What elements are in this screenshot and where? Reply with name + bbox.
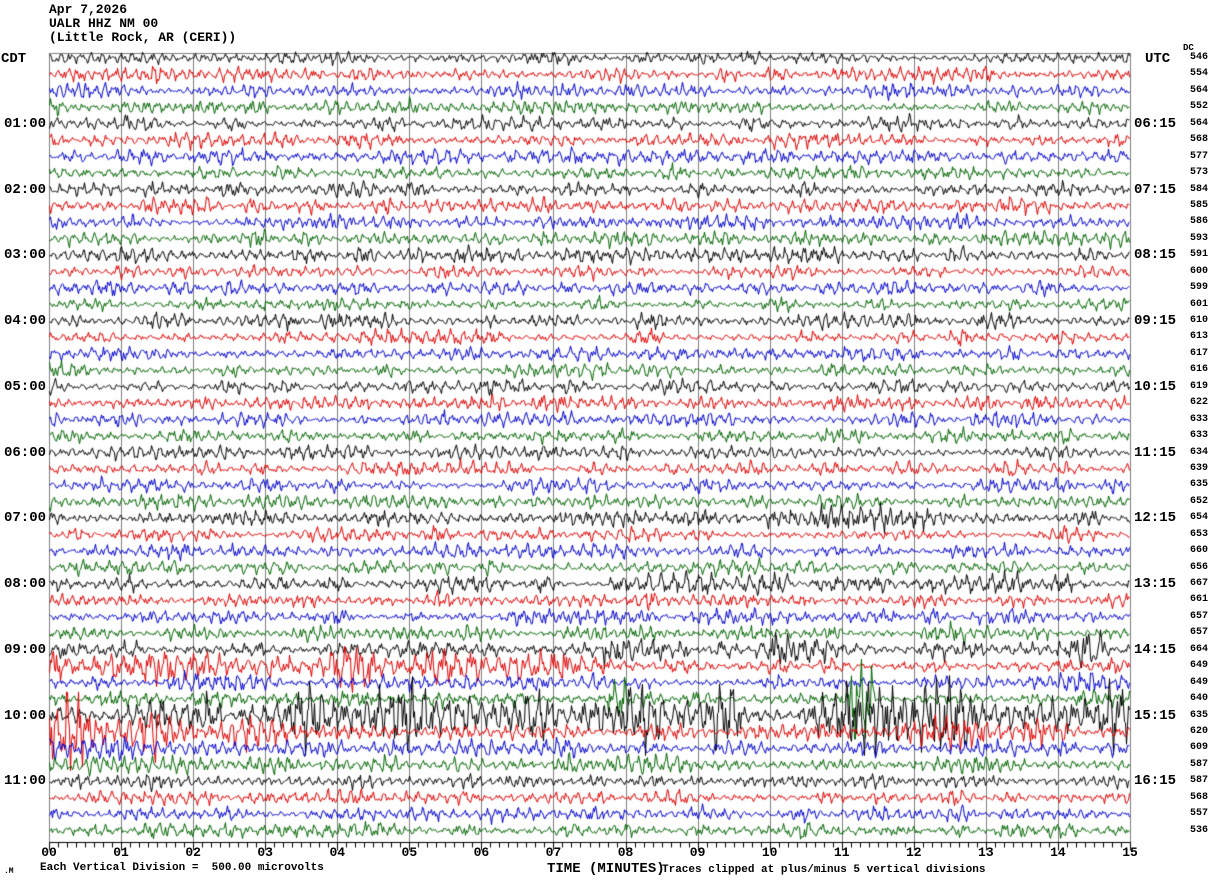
- dc-offset-value: 639: [1189, 462, 1208, 474]
- dc-offset-value: 573: [1189, 167, 1208, 179]
- dc-offset-value: 554: [1189, 68, 1208, 80]
- minute-tick-label: 08: [617, 845, 634, 860]
- dc-offset-value: 587: [1189, 775, 1208, 787]
- minute-tick-label: 01: [113, 845, 129, 860]
- right-hour-label: 12:15: [1134, 510, 1177, 527]
- left-hour-label: 07:00: [3, 510, 46, 527]
- dc-offset-value: 653: [1189, 528, 1208, 540]
- dc-offset-value: 564: [1189, 117, 1208, 129]
- dc-offset-value: 652: [1189, 495, 1208, 507]
- minute-tick-label: 07: [545, 845, 562, 860]
- dc-offset-value: 635: [1189, 479, 1208, 491]
- dc-offset-value: 599: [1189, 282, 1208, 294]
- scale-mark: .M: [4, 867, 14, 876]
- minute-tick-label: 02: [185, 845, 201, 860]
- left-hour-label: 05:00: [3, 378, 46, 395]
- dc-offset-value: 600: [1189, 265, 1208, 277]
- left-hour-label: 09:00: [3, 641, 46, 658]
- minute-tick-label: 15: [1122, 845, 1138, 860]
- minute-tick-label: 14: [1050, 845, 1066, 860]
- dc-column-label: DC: [1183, 43, 1194, 53]
- dc-offset-value: 654: [1189, 512, 1208, 524]
- dc-offset-value: 649: [1189, 676, 1208, 688]
- dc-offset-value: 620: [1189, 725, 1208, 737]
- right-hour-label: 06:15: [1134, 115, 1177, 132]
- dc-offset-value: 617: [1189, 347, 1208, 359]
- dc-offset-value: 601: [1189, 298, 1208, 310]
- dc-offset-value: 613: [1189, 331, 1208, 343]
- left-hour-label: 01:00: [3, 115, 46, 132]
- dc-offset-value: 591: [1189, 249, 1208, 261]
- dc-offset-value: 585: [1189, 199, 1208, 211]
- minute-tick-label: 12: [905, 845, 922, 860]
- right-timezone-label: UTC: [1145, 51, 1171, 67]
- dc-offset-value: 656: [1189, 561, 1208, 573]
- scale-note: Each Vertical Division = 500.00 microvol…: [40, 862, 324, 874]
- dc-offset-value: 577: [1189, 150, 1208, 162]
- dc-offset-value: 664: [1189, 643, 1208, 655]
- right-hour-label: 14:15: [1134, 641, 1177, 658]
- x-axis-title: TIME (MINUTES): [547, 861, 665, 877]
- dc-offset-value: 610: [1189, 315, 1208, 326]
- right-hour-label: 09:15: [1134, 313, 1177, 329]
- dc-offset-value: 657: [1189, 610, 1208, 622]
- dc-offset-value: 568: [1189, 791, 1208, 803]
- minute-tick-label: 13: [978, 845, 994, 860]
- dc-offset-value: 649: [1189, 660, 1208, 672]
- dc-offset-value: 660: [1189, 545, 1208, 557]
- left-hour-label: 02:00: [3, 181, 46, 198]
- dc-offset-value: 564: [1189, 84, 1208, 96]
- dc-offset-value: 546: [1189, 52, 1208, 63]
- dc-offset-value: 634: [1189, 446, 1208, 458]
- left-hour-label: 03:00: [3, 247, 46, 264]
- dc-offset-value: 635: [1189, 709, 1208, 721]
- minute-tick-label: 06: [473, 845, 490, 860]
- header-location: (Little Rock, AR (CERI)): [49, 30, 237, 45]
- right-hour-label: 08:15: [1134, 247, 1177, 264]
- dc-offset-value: 568: [1189, 134, 1208, 146]
- dc-offset-value: 619: [1189, 380, 1208, 392]
- right-hour-label: 07:15: [1134, 181, 1177, 198]
- minute-tick-label: 05: [401, 845, 418, 860]
- dc-offset-value: 609: [1189, 742, 1208, 754]
- dc-offset-value: 667: [1189, 578, 1208, 589]
- dc-offset-value: 587: [1189, 758, 1208, 770]
- dc-offset-value: 584: [1189, 183, 1208, 195]
- minute-tick-label: 10: [761, 845, 778, 860]
- dc-offset-value: 633: [1189, 430, 1208, 442]
- left-hour-label: 11:00: [3, 773, 46, 790]
- right-hour-label: 13:15: [1134, 576, 1177, 592]
- dc-offset-value: 616: [1189, 364, 1208, 376]
- dc-offset-value: 633: [1189, 413, 1208, 425]
- left-hour-label: 04:00: [3, 313, 46, 329]
- header-station: UALR HHZ NM 00: [49, 16, 159, 31]
- dc-offset-value: 661: [1189, 594, 1208, 606]
- dc-offset-value: 552: [1189, 101, 1208, 113]
- dc-offset-value: 557: [1189, 808, 1208, 820]
- dc-offset-value: 640: [1189, 693, 1208, 705]
- minute-tick-label: 00: [41, 845, 57, 860]
- clip-note: Traces clipped at plus/minus 5 vertical …: [662, 864, 986, 876]
- left-hour-label: 08:00: [3, 576, 46, 592]
- dc-offset-value: 593: [1189, 232, 1208, 244]
- right-hour-label: 11:15: [1134, 444, 1177, 461]
- left-timezone-label: CDT: [1, 51, 27, 67]
- right-hour-label: 10:15: [1134, 378, 1177, 395]
- right-hour-label: 15:15: [1134, 707, 1177, 724]
- minute-tick-label: 09: [689, 845, 706, 860]
- left-hour-label: 10:00: [3, 707, 46, 724]
- minute-tick-label: 11: [833, 845, 850, 860]
- dc-offset-value: 536: [1189, 824, 1208, 836]
- minute-tick-label: 04: [329, 845, 346, 860]
- right-hour-label: 16:15: [1134, 773, 1177, 790]
- dc-offset-value: 622: [1189, 397, 1208, 409]
- minute-tick-label: 03: [257, 845, 273, 860]
- dc-offset-value: 657: [1189, 627, 1208, 639]
- left-hour-label: 06:00: [3, 444, 46, 461]
- header-date: Apr 7,2026: [49, 2, 128, 17]
- dc-offset-value: 586: [1189, 216, 1208, 228]
